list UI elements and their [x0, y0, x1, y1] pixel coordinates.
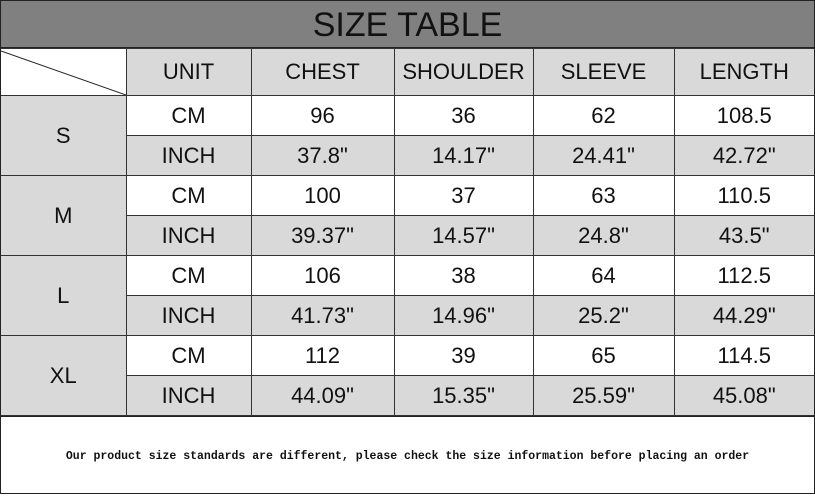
table-title: SIZE TABLE [1, 1, 814, 48]
table-row: INCH 37.8" 14.17" 24.41" 42.72" [1, 135, 814, 176]
unit-cell: INCH [126, 295, 252, 336]
value-cell: 14.57" [393, 215, 534, 256]
size-label: S [1, 95, 127, 176]
value-cell: 112 [250, 335, 395, 376]
header-unit: UNIT [125, 48, 252, 96]
value-cell: 37 [393, 175, 534, 216]
value-cell: 39.37" [250, 215, 395, 256]
table-row: INCH 44.09" 15.35" 25.59" 45.08" [1, 375, 814, 416]
value-cell: 112.5 [673, 255, 814, 296]
value-cell: 44.09" [250, 375, 395, 416]
table-row: M CM 100 37 63 110.5 [1, 175, 814, 256]
value-cell: 100 [250, 175, 395, 216]
size-table: UNIT CHEST SHOULDER SLEEVE LENGTH S CM 96 3… [1, 48, 814, 416]
value-cell: 65 [532, 335, 675, 376]
value-cell: 15.35" [393, 375, 534, 416]
value-cell: 14.17" [393, 135, 534, 176]
value-cell: 42.72" [673, 135, 814, 176]
header-shoulder: SHOULDER [393, 48, 534, 96]
header-row: UNIT CHEST SHOULDER SLEEVE LENGTH [1, 48, 814, 96]
size-label: XL [1, 335, 127, 416]
table-row: INCH 39.37" 14.57" 24.8" 43.5" [1, 215, 814, 256]
table-row: INCH 41.73" 14.96" 25.2" 44.29" [1, 295, 814, 336]
value-cell: 44.29" [673, 295, 814, 336]
unit-cell: INCH [126, 375, 252, 416]
table-row: L CM 106 38 64 112.5 [1, 255, 814, 336]
value-cell: 37.8" [250, 135, 395, 176]
size-label: L [1, 255, 127, 336]
value-cell: 24.41" [532, 135, 675, 176]
diagonal-corner-cell [1, 48, 127, 96]
unit-cell: CM [125, 95, 252, 136]
value-cell: 24.8" [532, 215, 675, 256]
value-cell: 96 [250, 95, 395, 136]
value-cell: 41.73" [250, 295, 395, 336]
value-cell: 25.59" [532, 375, 675, 416]
value-cell: 14.96" [393, 295, 534, 336]
header-length: LENGTH [673, 48, 814, 96]
footer-note: Our product size standards are different… [1, 416, 814, 495]
value-cell: 110.5 [673, 175, 814, 216]
value-cell: 36 [393, 95, 534, 136]
value-cell: 39 [393, 335, 534, 376]
value-cell: 43.5" [673, 215, 814, 256]
unit-cell: CM [125, 255, 252, 296]
unit-cell: CM [125, 335, 252, 376]
value-cell: 64 [532, 255, 675, 296]
unit-cell: INCH [126, 135, 252, 176]
value-cell: 63 [532, 175, 675, 216]
value-cell: 38 [393, 255, 534, 296]
value-cell: 62 [532, 95, 675, 136]
value-cell: 45.08" [673, 375, 814, 416]
value-cell: 106 [250, 255, 395, 296]
size-label: M [1, 175, 127, 256]
value-cell: 114.5 [673, 335, 814, 376]
header-sleeve: SLEEVE [532, 48, 675, 96]
value-cell: 25.2" [532, 295, 675, 336]
unit-cell: CM [125, 175, 252, 216]
header-chest: CHEST [250, 48, 395, 96]
unit-cell: INCH [126, 215, 252, 256]
table-row: S CM 96 36 62 108.5 [1, 95, 814, 176]
table-row: XL CM 112 39 65 114.5 [1, 335, 814, 416]
value-cell: 108.5 [673, 95, 814, 136]
